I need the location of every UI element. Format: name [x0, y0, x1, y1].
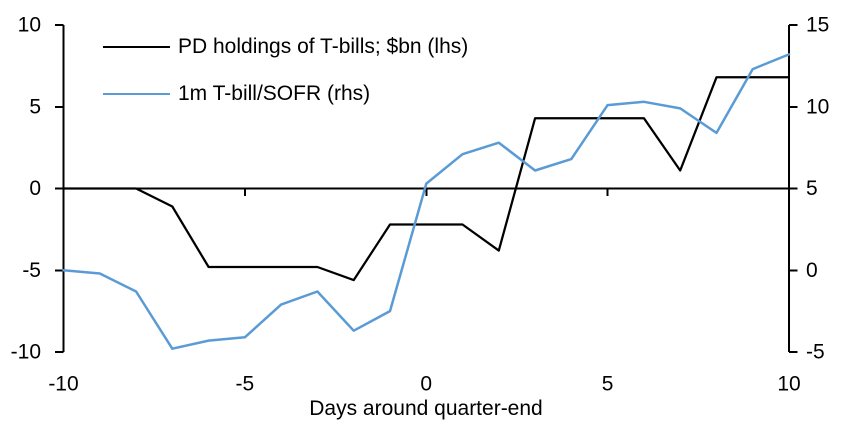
x-tick-label: 5: [602, 373, 614, 396]
series-line-pd-holdings: [62, 76, 791, 282]
legend-item-tbill-sofr: 1m T-bill/SOFR (rhs): [103, 82, 370, 106]
legend-line-tbill-sofr: [103, 92, 170, 96]
y-right-tick-label: 0: [806, 259, 818, 282]
y-left-tick-label: 10: [18, 14, 41, 37]
legend-line-pd-holdings: [103, 45, 170, 49]
y-left-tick-label: -5: [22, 259, 41, 282]
y-right-tick-label: 5: [806, 177, 818, 200]
x-axis-title: Days around quarter-end: [309, 397, 543, 420]
x-tick-label: 10: [777, 373, 800, 396]
y-right-tick-label: 10: [806, 95, 829, 118]
x-tick-label: -10: [48, 373, 78, 396]
x-tick-label: -5: [236, 373, 255, 396]
y-right-tick-label: -5: [806, 341, 825, 364]
legend-label-pd-holdings: PD holdings of T-bills; $bn (lhs): [178, 35, 469, 58]
y-left-tick-label: 5: [29, 95, 41, 118]
series-line-tbill-sofr: [62, 53, 791, 350]
y-left-tick-label: 0: [29, 177, 41, 200]
legend-label-tbill-sofr: 1m T-bill/SOFR (rhs): [178, 82, 371, 105]
y-right-tick-label: 15: [806, 14, 829, 37]
x-tick-label: 0: [420, 373, 432, 396]
legend-item-pd-holdings: PD holdings of T-bills; $bn (lhs): [103, 35, 468, 59]
y-left-tick-label: -10: [11, 341, 41, 364]
